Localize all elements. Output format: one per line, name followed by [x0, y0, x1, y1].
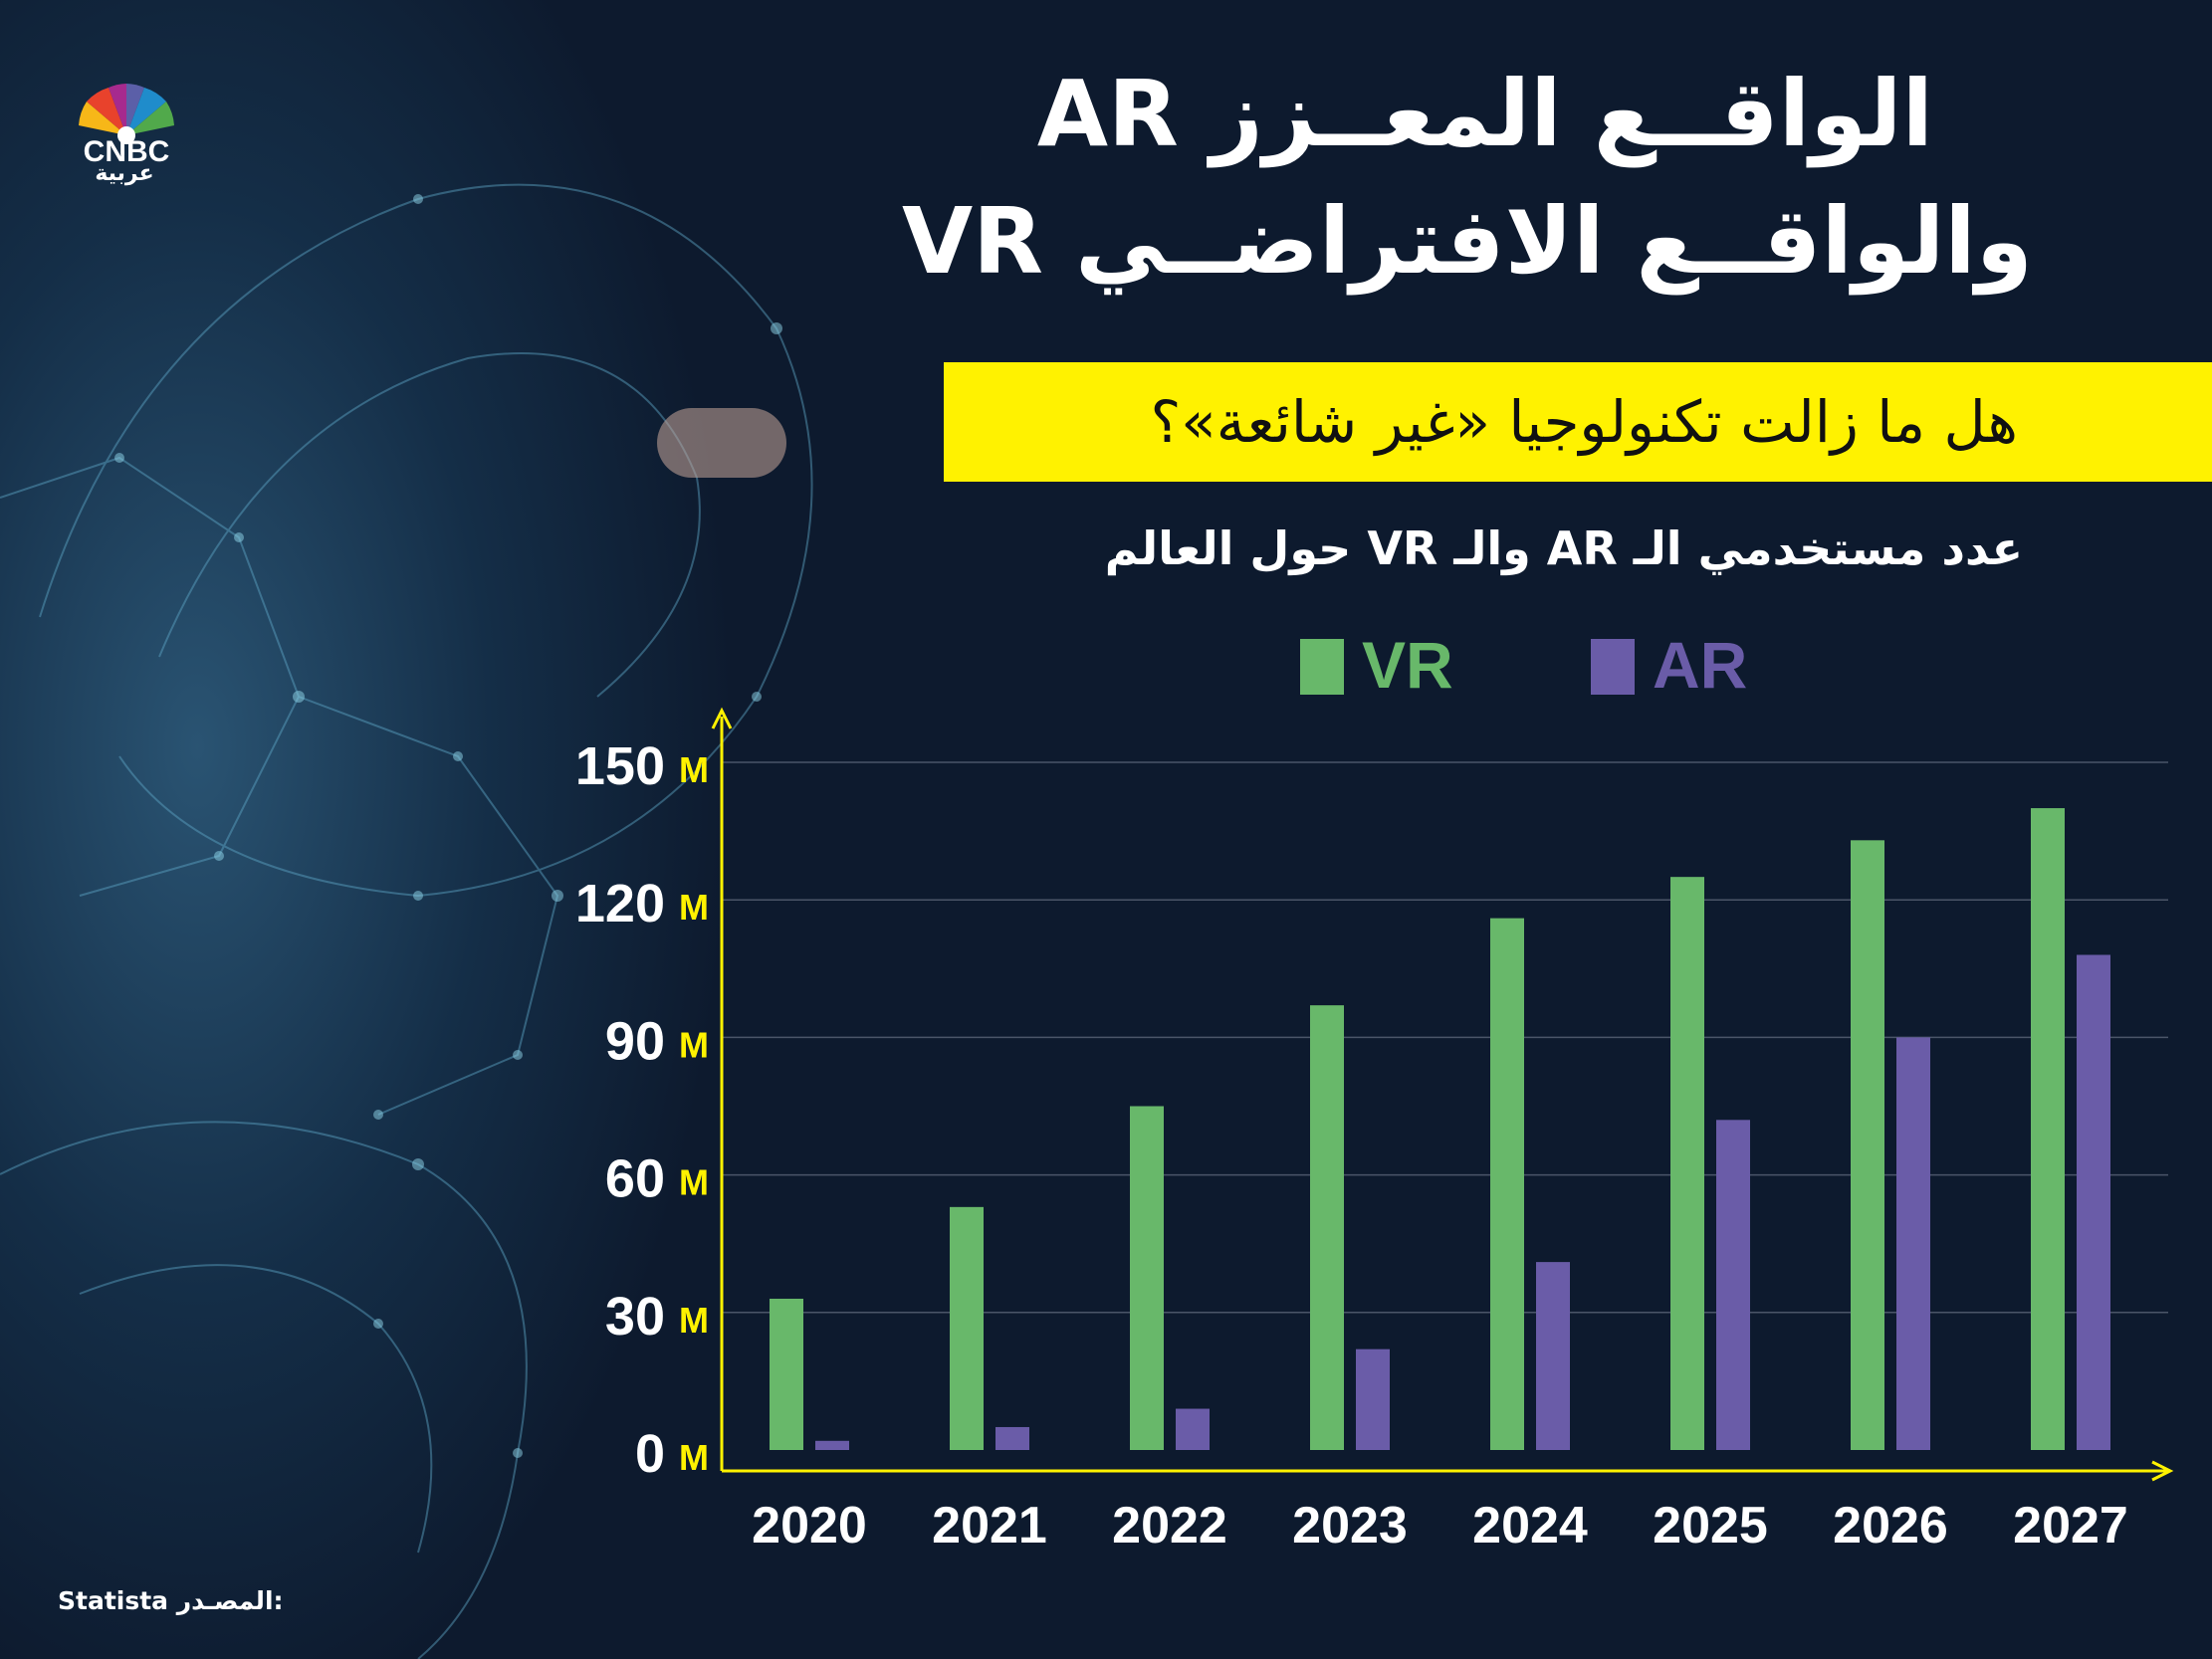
- bar-vr-2027: [2031, 808, 2065, 1450]
- bar-ar-2021: [995, 1426, 1029, 1450]
- bar-vr-2020: [770, 1298, 803, 1450]
- y-tick-unit: M: [679, 1162, 709, 1203]
- x-tick-label: 2023: [1292, 1497, 1408, 1555]
- x-axis-arrow: [2151, 1460, 2174, 1482]
- legend-swatch-ar: [1591, 639, 1635, 695]
- bar-ar-2025: [1716, 1120, 1750, 1450]
- logo-brand-text: CNBC: [84, 135, 170, 168]
- cnbc-peacock-logo: CNBC: [79, 84, 174, 168]
- y-axis-arrow: [711, 707, 733, 729]
- x-tick-label: 2025: [1653, 1497, 1768, 1555]
- x-tick-label: 2021: [932, 1497, 1047, 1555]
- legend-label-ar: AR: [1653, 628, 1748, 702]
- y-tick-label: 90: [605, 1011, 665, 1071]
- y-tick-unit: M: [679, 1300, 709, 1341]
- source-label: المصـدر:: [176, 1586, 284, 1615]
- source-name: Statista: [58, 1586, 169, 1615]
- source-credit: Statista المصـدر:: [58, 1586, 284, 1615]
- title-line-2: والواقــع الافتراضــي VR: [901, 188, 2033, 295]
- y-tick-unit: M: [679, 1024, 709, 1065]
- y-tick-unit: M: [679, 887, 709, 928]
- logo-subtitle: عربية: [95, 161, 154, 186]
- bar-ar-2022: [1176, 1408, 1210, 1450]
- bar-vr-2026: [1851, 840, 1884, 1450]
- x-tick-label: 2027: [2013, 1497, 2128, 1555]
- x-tick-label: 2026: [1833, 1497, 1948, 1555]
- bar-ar-2023: [1356, 1348, 1390, 1450]
- x-tick-label: 2020: [752, 1497, 867, 1555]
- y-tick-label: 60: [605, 1149, 665, 1209]
- y-tick-unit: M: [679, 749, 709, 790]
- banner-text: هل ما زالت تكنولوجيا «غير شائعة»؟: [1150, 388, 2018, 456]
- bar-vr-2024: [1490, 918, 1524, 1450]
- y-tick-unit: M: [679, 1437, 709, 1478]
- bar-vr-2021: [950, 1206, 984, 1450]
- chart-subtitle: عدد مستخدمي الـ AR والـ VR حول العالم: [1104, 521, 2023, 575]
- bar-ar-2026: [1896, 1037, 1930, 1450]
- y-tick-label: 0: [635, 1424, 665, 1484]
- bar-ar-2024: [1536, 1262, 1570, 1450]
- y-tick-label: 30: [605, 1287, 665, 1347]
- bar-ar-2027: [2077, 954, 2110, 1450]
- bar-ar-2020: [815, 1440, 849, 1450]
- legend-swatch-vr: [1300, 639, 1344, 695]
- y-tick-label: 120: [575, 874, 665, 933]
- title-line-1: الواقــع المعــزز AR: [1036, 61, 1933, 167]
- bar-vr-2022: [1130, 1106, 1164, 1450]
- x-tick-label: 2024: [1472, 1497, 1588, 1555]
- bar-vr-2023: [1310, 1005, 1344, 1450]
- bar-vr-2025: [1670, 877, 1704, 1450]
- question-banner: هل ما زالت تكنولوجيا «غير شائعة»؟: [944, 362, 2212, 482]
- y-tick-label: 150: [575, 736, 665, 796]
- x-tick-label: 2022: [1112, 1497, 1227, 1555]
- legend-label-vr: VR: [1362, 628, 1453, 702]
